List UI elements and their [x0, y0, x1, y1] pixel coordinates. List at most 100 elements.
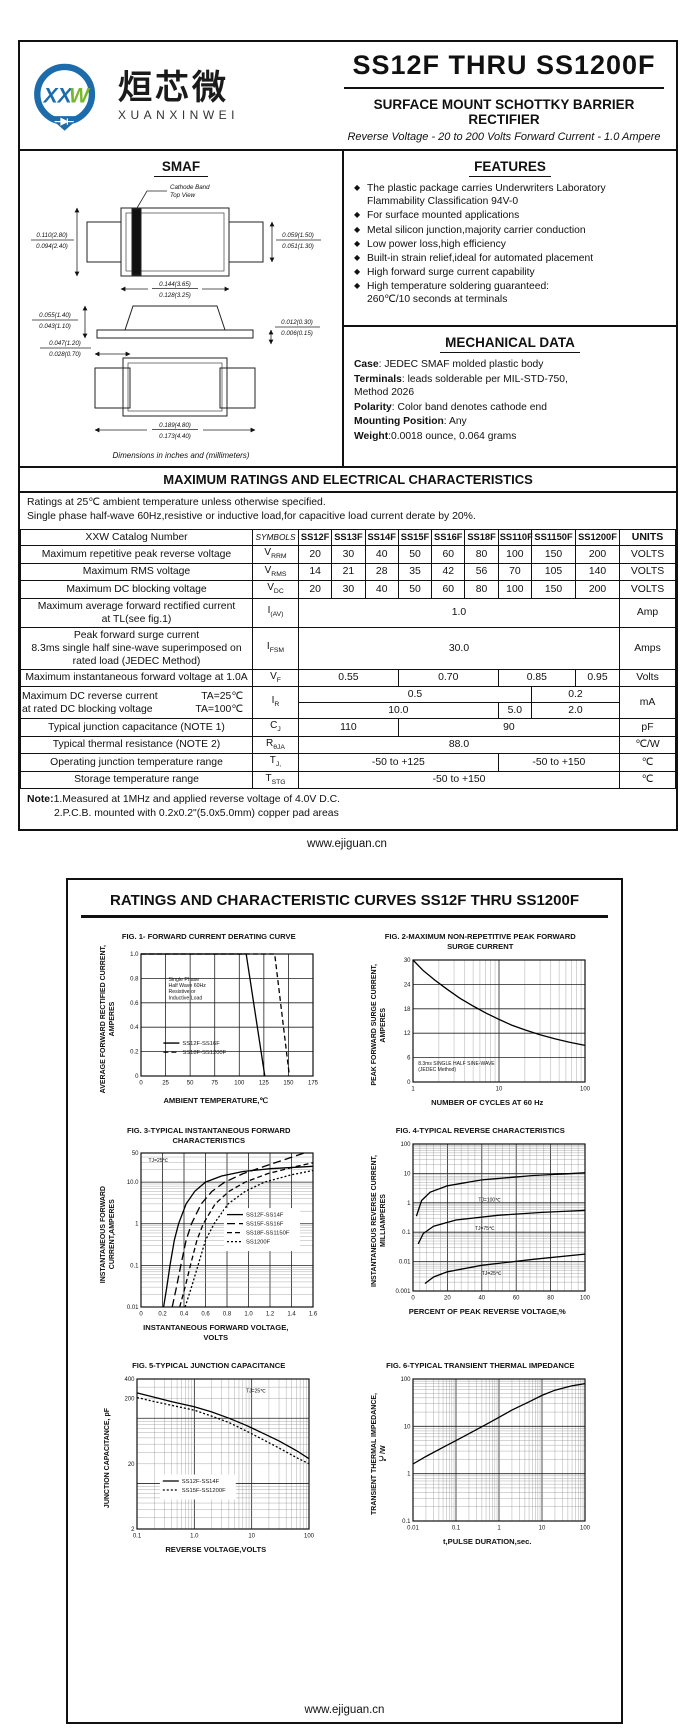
svg-text:0.4: 0.4 — [180, 1312, 189, 1318]
feature-item: ◆ For surface mounted applications — [354, 210, 520, 222]
svg-text:100: 100 — [400, 1142, 411, 1148]
svg-text:400: 400 — [124, 1377, 135, 1383]
svg-text:0.4: 0.4 — [130, 1025, 139, 1031]
header-symbols: SYMBOLS — [252, 529, 299, 547]
svg-text:0.1: 0.1 — [451, 1526, 460, 1532]
logo-mark-w: W — [69, 84, 91, 107]
svg-text:100: 100 — [579, 1526, 589, 1532]
svg-text:1: 1 — [135, 1222, 139, 1228]
figure-3-title: FIG. 3-TYPICAL INSTANTANEOUS FORWARD CHA… — [126, 1125, 291, 1145]
dim-body-height-min: 0.094(2.40) — [36, 243, 68, 250]
figure-5-plot: 0.1 1.0 10 100 400 200 20 2 TJ=25℃ SS12F-SS14F SS1… — [124, 1377, 314, 1540]
note-line-1: Note:1.Measured at 1MHz and applied reve… — [27, 794, 341, 806]
svg-text:1: 1 — [497, 1526, 501, 1532]
table-header-row: XXW Catalog Number SYMBOLS SS12F SS13F S… — [20, 529, 676, 547]
package-drawing: Cathode Band Top View 0.110(2.80) 0.094(… — [31, 184, 321, 440]
figure-2: FIG. 2-MAXIMUM NON-REPETITIVE PEAK FORWA… — [371, 932, 590, 1108]
doc-tagline: Reverse Voltage - 20 to 200 Volts Forwar… — [347, 131, 661, 143]
dim-body-width-max: 0.144(3.65) — [159, 281, 191, 288]
svg-text:1.2: 1.2 — [266, 1312, 275, 1318]
figure-4-ylabel: INSTANTANEOUS REVERSE CURRENT, MILLIAMPE… — [371, 1155, 387, 1288]
svg-text:1.4: 1.4 — [287, 1312, 296, 1318]
svg-text:SS12F-SS14F: SS12F-SS14F — [181, 1479, 219, 1485]
svg-text:0.8: 0.8 — [223, 1312, 232, 1318]
symbol-vrms: VRMS — [252, 562, 299, 582]
mech-line-polarity: Polarity: Color band denotes cathode end — [354, 401, 547, 413]
svg-text:40: 40 — [478, 1295, 485, 1301]
table-row-ir-25: Maximum DC reverse current TA=25℃ at rate… — [20, 686, 676, 720]
curves-page-title: RATINGS AND CHARACTERISTIC CURVES SS12F … — [81, 892, 608, 919]
svg-text:TJ=25℃: TJ=25℃ — [481, 1271, 501, 1277]
mechanical-data-title: MECHANICAL DATA — [354, 335, 666, 353]
figure-4-title: FIG. 4-TYPICAL REVERSE CHARACTERISTICS — [395, 1125, 565, 1135]
website-url[interactable]: www.ejiguan.cn — [304, 1704, 385, 1717]
svg-text:10: 10 — [495, 1086, 502, 1092]
svg-text:0.6: 0.6 — [201, 1312, 210, 1318]
svg-text:10: 10 — [403, 1171, 410, 1177]
table-row-vrrm: Maximum repetitive peak reverse voltage … — [20, 545, 676, 564]
dim-pad-width-min: 0.028(0.70) — [49, 351, 81, 358]
svg-text:0: 0 — [411, 1295, 415, 1301]
feature-item: ◆ Metal silicon junction,majority carrier… — [354, 224, 586, 236]
svg-text:0.6: 0.6 — [130, 1001, 139, 1007]
svg-text:TJ=100℃: TJ=100℃ — [478, 1197, 501, 1203]
svg-text:100: 100 — [304, 1534, 314, 1540]
symbol-iav: I(AV) — [252, 597, 299, 628]
dim-total-width-max: 0.189(4.80) — [159, 422, 191, 429]
svg-text:0.2: 0.2 — [130, 1050, 139, 1056]
figure-1: FIG. 1- FORWARD CURRENT DERATING CURVE A… — [100, 932, 319, 1108]
bullet-icon: ◆ — [354, 252, 361, 262]
symbol-tj: TJ, — [252, 753, 299, 772]
svg-text:2: 2 — [131, 1527, 135, 1533]
symbol-ifsm: IFSM — [252, 626, 299, 670]
figure-2-title: FIG. 2-MAXIMUM NON-REPETITIVE PEAK FORWA… — [384, 932, 576, 952]
dim-side-height-max: 0.055(1.40) — [39, 312, 71, 319]
figure-6-title: FIG. 6-TYPICAL TRANSIENT THERMAL IMPEDAN… — [386, 1361, 575, 1371]
bullet-icon: ◆ — [354, 183, 361, 192]
diode-icon — [54, 116, 74, 126]
svg-text:0: 0 — [407, 1080, 411, 1086]
table-row-vdc: Maximum DC blocking voltage VDC 20 30 40… — [20, 580, 676, 599]
figure-2-xlabel: NUMBER OF CYCLES AT 60 Hz — [431, 1097, 544, 1107]
table-row-ir-100: 10.0 5.0 2.0 — [21, 702, 676, 720]
symbol-cj: CJ — [252, 718, 299, 737]
svg-text:50: 50 — [132, 1151, 139, 1157]
ratings-conditions: Ratings at 25℃ ambient temperature unles… — [27, 497, 476, 523]
header-catalog: XXW Catalog Number — [20, 529, 253, 547]
svg-text:100: 100 — [234, 1081, 245, 1087]
svg-text:6: 6 — [407, 1056, 411, 1062]
package-outline-section: SMAF — [20, 151, 344, 466]
figure-6: FIG. 6-TYPICAL TRANSIENT THERMAL IMPEDAN… — [371, 1361, 590, 1555]
svg-text:80: 80 — [547, 1295, 554, 1301]
figure-5: FIG. 5-TYPICAL JUNCTION CAPACITANCE JUNC… — [104, 1361, 314, 1555]
symbol-vf: VF — [252, 668, 299, 688]
feature-item: ◆ Built-in strain relief,ideal for automa… — [354, 252, 594, 264]
svg-text:0.2: 0.2 — [158, 1312, 167, 1318]
svg-text:100: 100 — [400, 1377, 411, 1383]
table-row-tstg: Storage temperature range TSTG -50 to +1… — [20, 770, 676, 790]
svg-text:150: 150 — [283, 1081, 294, 1087]
table-row-vrms: Maximum RMS voltage VRMS 14 21 28 35 42 … — [20, 562, 676, 582]
dim-pad-width-max: 0.047(1.20) — [49, 340, 81, 347]
top-view-callout: Top View — [170, 192, 196, 199]
svg-text:0.01: 0.01 — [127, 1305, 139, 1311]
mechanical-data-section: MECHANICAL DATA Case: JEDEC SMAF molded … — [344, 327, 676, 466]
bullet-icon: ◆ — [354, 281, 361, 291]
svg-text:SS18F-SS1200F: SS18F-SS1200F — [182, 1050, 226, 1056]
ratings-title-bar: MAXIMUM RATINGS AND ELECTRICAL CHARACTER… — [20, 468, 676, 493]
brand-name-chinese: 烜芯微 — [118, 69, 229, 108]
cathode-band — [131, 208, 142, 276]
website-url[interactable]: www.ejiguan.cn — [307, 838, 387, 851]
note-line-2: 2.P.C.B. mounted with 0.2x0.2"(5.0x5.0mm… — [54, 808, 339, 820]
svg-text:20: 20 — [444, 1295, 451, 1301]
svg-text:0.001: 0.001 — [395, 1289, 411, 1295]
symbol-ir: IR — [252, 686, 299, 720]
svg-text:0.1: 0.1 — [130, 1264, 139, 1270]
brand-logo: XX W 烜芯微 XUANXINWEI — [30, 58, 338, 136]
figure-1-title: FIG. 1- FORWARD CURRENT DERATING CURVE — [121, 932, 296, 942]
figure-2-plot: 1 10 100 0 6 12 18 24 30 8.3ms SINGLE HALF SINE-W… — [403, 958, 589, 1093]
doc-title: SS12F THRU SS1200F — [344, 50, 664, 89]
brand-name-romanized: XUANXINWEI — [118, 107, 240, 122]
